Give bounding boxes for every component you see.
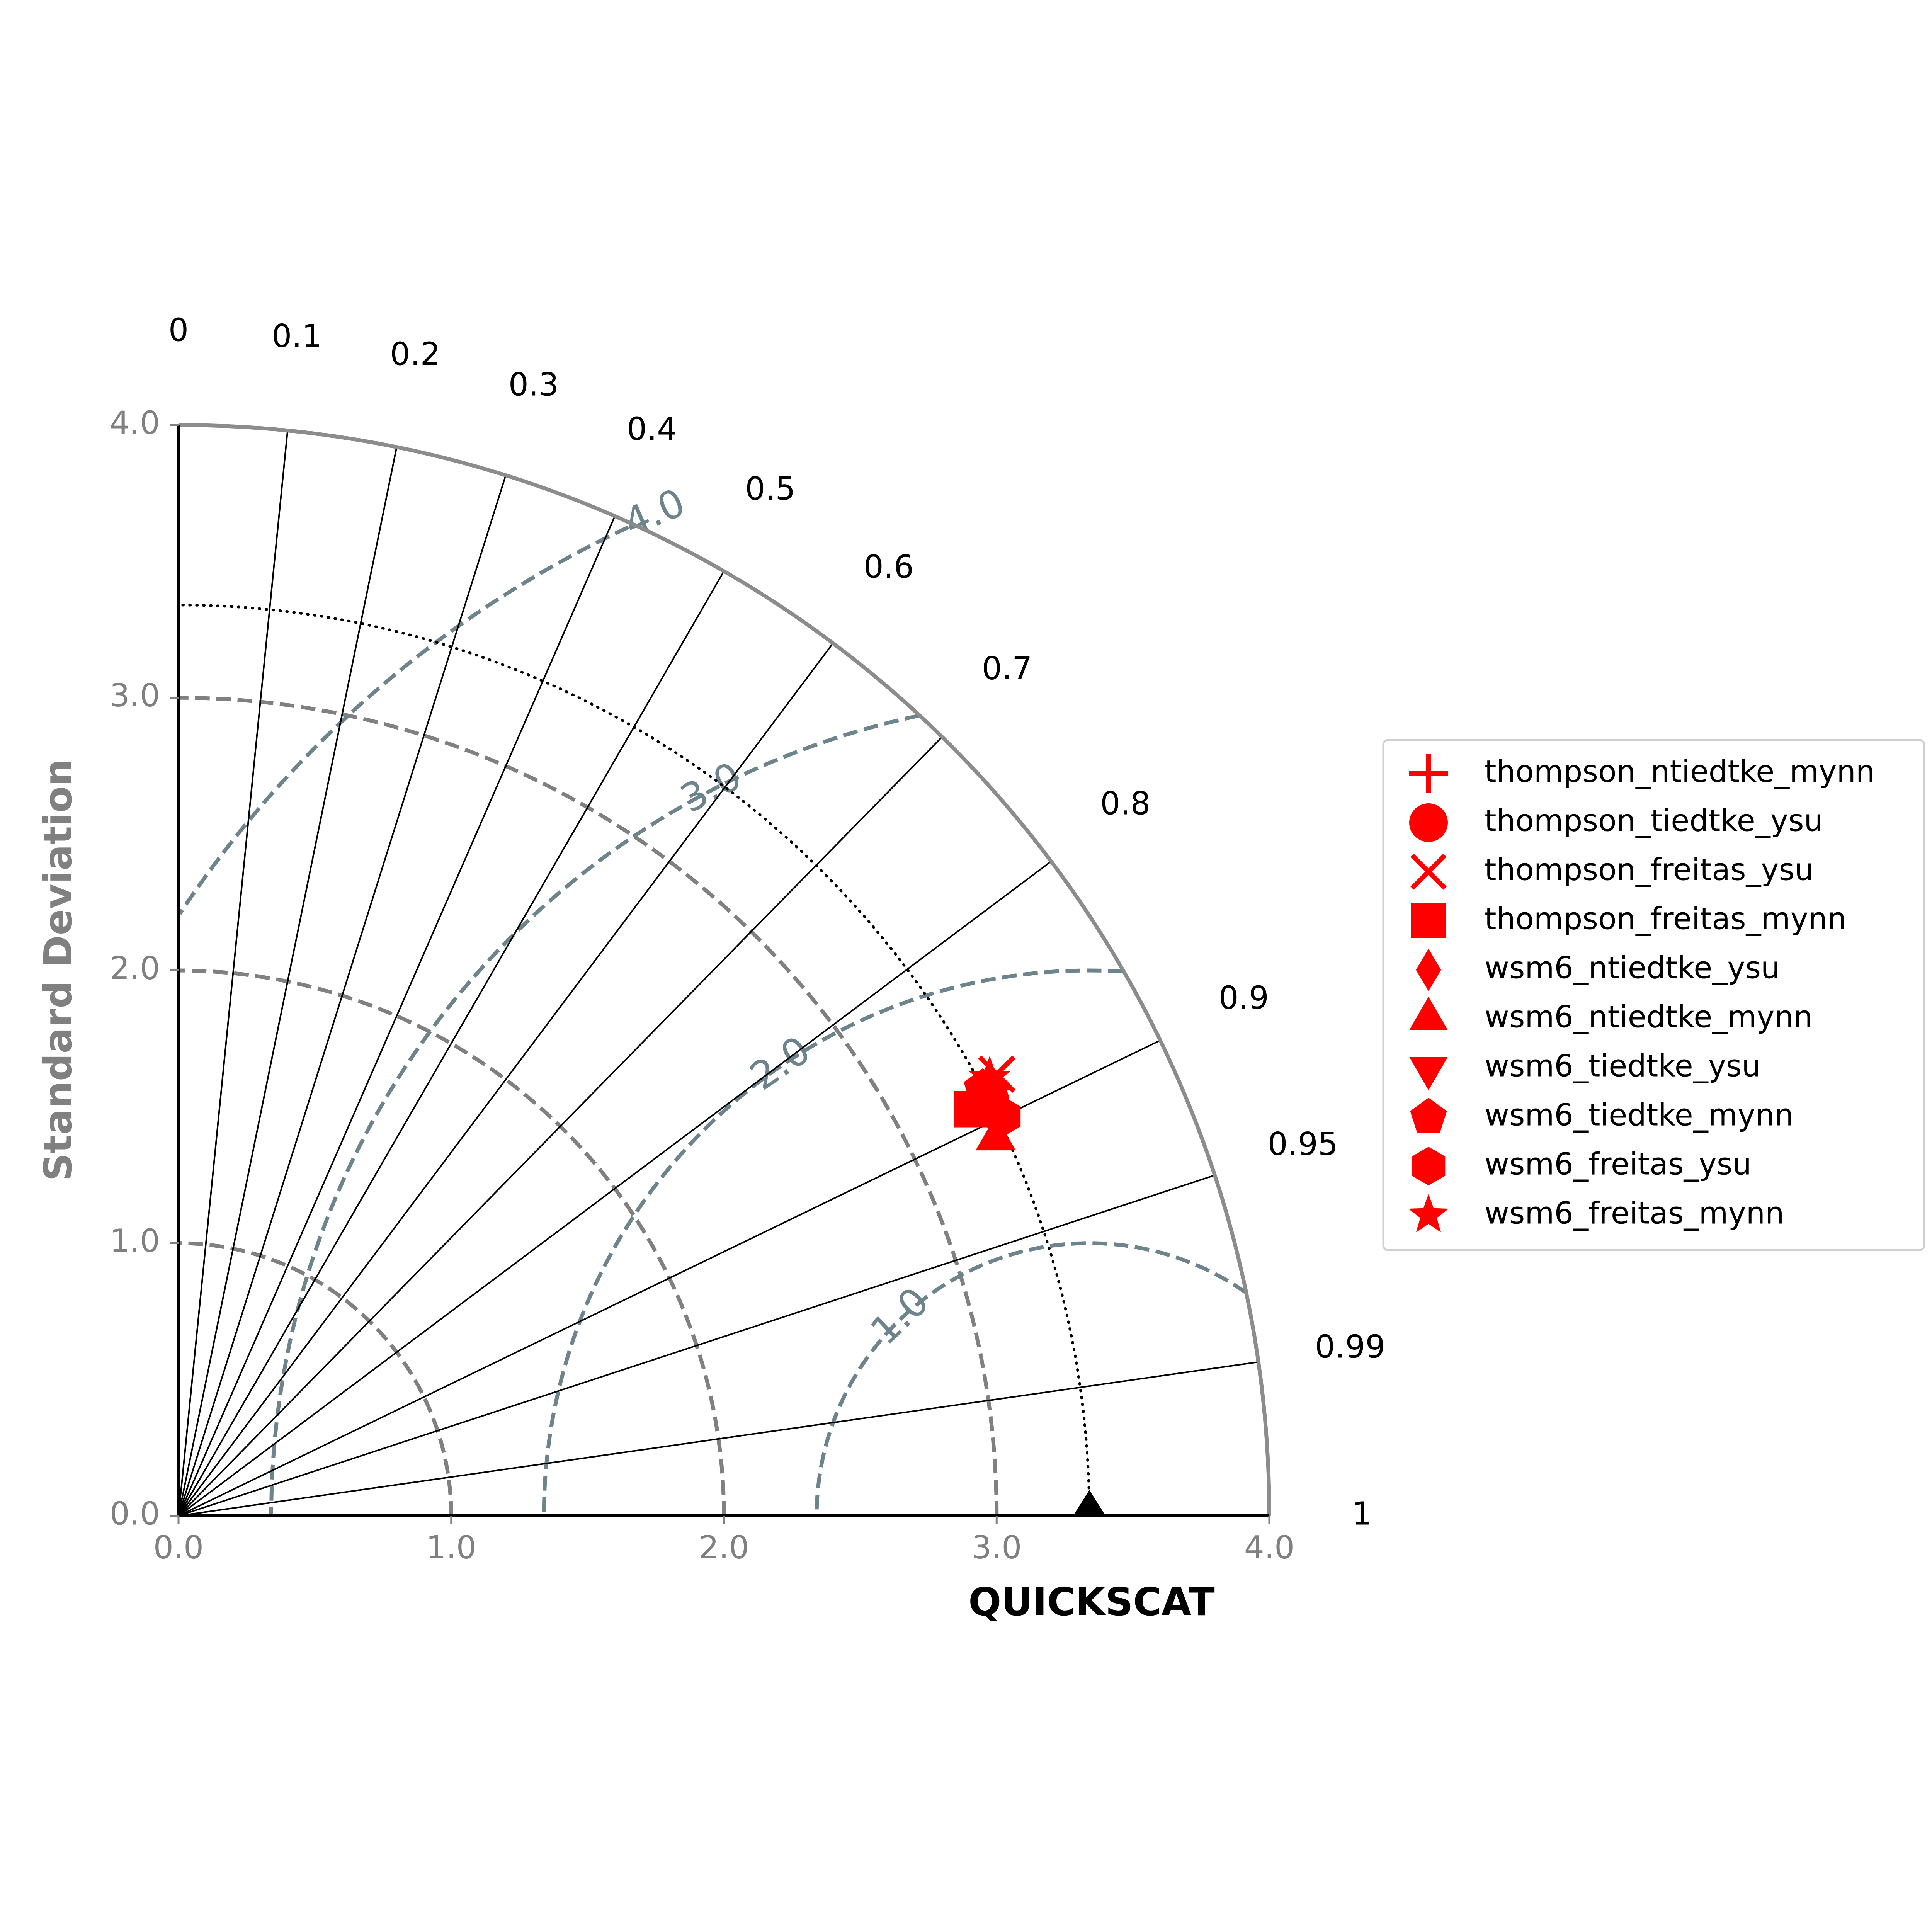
legend-label: thompson_freitas_mynn xyxy=(1485,901,1847,936)
correlation-tick-label: 0 xyxy=(168,312,189,349)
std-arc-2 xyxy=(178,968,726,1516)
correlation-tick-label: 0.7 xyxy=(982,650,1032,687)
legend-marker xyxy=(1409,803,1448,842)
rms-label-3: 3.0 xyxy=(673,753,748,821)
correlation-rays: 0 0.1 0.2 0.3 0.4 0.5 0.6 0.7 0.8 0.9 0.95 0.99 1 xyxy=(168,312,1386,1532)
std-dev-gridlines xyxy=(178,696,999,1516)
x-tick-label: 2.0 xyxy=(699,1529,749,1566)
correlation-ray-8 xyxy=(178,861,1052,1517)
legend-marker xyxy=(1416,949,1441,991)
reference-triangle-marker xyxy=(1073,1490,1106,1516)
legend-marker xyxy=(1411,903,1446,938)
correlation-tick-label: 0.2 xyxy=(390,336,440,372)
y-tick-label: 0.0 xyxy=(110,1495,160,1532)
outer-arc xyxy=(178,423,1271,1516)
correlation-tick-label: 0.99 xyxy=(1315,1328,1386,1365)
legend-marker xyxy=(1409,1057,1448,1090)
y-tick-label: 3.0 xyxy=(110,677,160,714)
legend-marker xyxy=(1412,1147,1446,1185)
correlation-tick-label: 0.6 xyxy=(864,549,914,585)
legend-label: wsm6_ntiedtke_mynn xyxy=(1485,1000,1813,1034)
correlation-ray-5 xyxy=(178,571,725,1516)
correlation-ray-4 xyxy=(178,515,616,1516)
y-tick-label: 4.0 xyxy=(110,405,160,441)
legend-marker xyxy=(1409,997,1448,1030)
legend-label: wsm6_tiedtke_mynn xyxy=(1485,1098,1794,1133)
legend-marker xyxy=(1409,754,1448,793)
legend-marker xyxy=(1410,854,1447,890)
std-arc-1 xyxy=(179,1241,453,1516)
correlation-tick-label: 0.4 xyxy=(627,411,677,447)
rms-contour-2 xyxy=(542,968,1123,1516)
legend-label: wsm6_tiedtke_ysu xyxy=(1485,1049,1761,1083)
legend-label: wsm6_ntiedtke_ysu xyxy=(1485,951,1780,985)
legend-box xyxy=(1382,739,1925,1251)
legend-label: thompson_ntiedtke_mynn xyxy=(1485,754,1875,789)
reference-std-arc xyxy=(177,604,1091,1517)
legend-marker xyxy=(1408,1194,1449,1233)
data-point-wsm6_freitas_ysu xyxy=(986,1096,1021,1137)
correlation-tick-label: 0.3 xyxy=(509,367,559,403)
correlation-tick-label: 1 xyxy=(1352,1495,1372,1532)
legend-marker xyxy=(1410,1098,1447,1133)
legend-label: wsm6_freitas_mynn xyxy=(1485,1196,1784,1231)
data-point-wsm6_ntiedtke_mynn xyxy=(975,1116,1016,1151)
x-tick-label: 3.0 xyxy=(971,1529,1022,1566)
x-b xyxy=(1410,854,1447,890)
legend: thompson_ntiedtke_mynn thompson_tiedtke_y… xyxy=(1382,739,1925,1251)
reference-point xyxy=(1073,1490,1106,1516)
correlation-ray-10 xyxy=(178,1174,1215,1517)
x-tick-label: 4.0 xyxy=(1244,1529,1294,1566)
legend-label: thompson_tiedtke_ysu xyxy=(1485,803,1823,838)
rms-contour-4 xyxy=(178,525,629,915)
x-tick-label: 0.0 xyxy=(153,1529,204,1566)
correlation-ray-11 xyxy=(178,1361,1259,1517)
rms-label-1: 1.0 xyxy=(862,1279,938,1354)
correlation-ray-6 xyxy=(178,643,834,1517)
correlation-ray-1 xyxy=(178,430,289,1516)
x-axis-title: QUICKSCAT xyxy=(968,1579,1215,1624)
data-point-wsm6_freitas_mynn xyxy=(968,1056,1011,1096)
rms-contour-1 xyxy=(815,1241,1247,1516)
model-points xyxy=(954,1055,1021,1151)
rms-contour-3 xyxy=(269,714,920,1516)
correlation-tick-label: 0.5 xyxy=(745,471,795,507)
correlation-ray-7 xyxy=(178,736,943,1517)
legend-label: thompson_freitas_ysu xyxy=(1485,852,1814,887)
correlation-tick-label: 0.9 xyxy=(1218,980,1269,1016)
correlation-tick-label: 0.95 xyxy=(1268,1126,1338,1163)
y-tick-label: 1.0 xyxy=(110,1223,160,1260)
correlation-tick-label: 0.8 xyxy=(1100,786,1150,822)
correlation-ray-3 xyxy=(178,475,507,1516)
y-axis-title: Standard Deviation xyxy=(36,759,81,1181)
reference-std-arc-line xyxy=(177,604,1091,1517)
correlation-ray-2 xyxy=(178,447,398,1516)
x-tick-label: 1.0 xyxy=(426,1529,476,1566)
std-arc-3 xyxy=(178,696,999,1516)
correlation-tick-label: 0.1 xyxy=(272,318,322,355)
y-tick-label: 2.0 xyxy=(110,950,160,987)
rms-contours: 1.02.03.04.0 xyxy=(178,480,1247,1516)
plot-frame xyxy=(177,423,1271,1517)
axis-ticks: 0.00.0 1.0 1.0 2.0 2.0 3.0 3.0 4.0 4.0 xyxy=(110,405,1295,1566)
legend-label: wsm6_freitas_ysu xyxy=(1485,1147,1752,1182)
